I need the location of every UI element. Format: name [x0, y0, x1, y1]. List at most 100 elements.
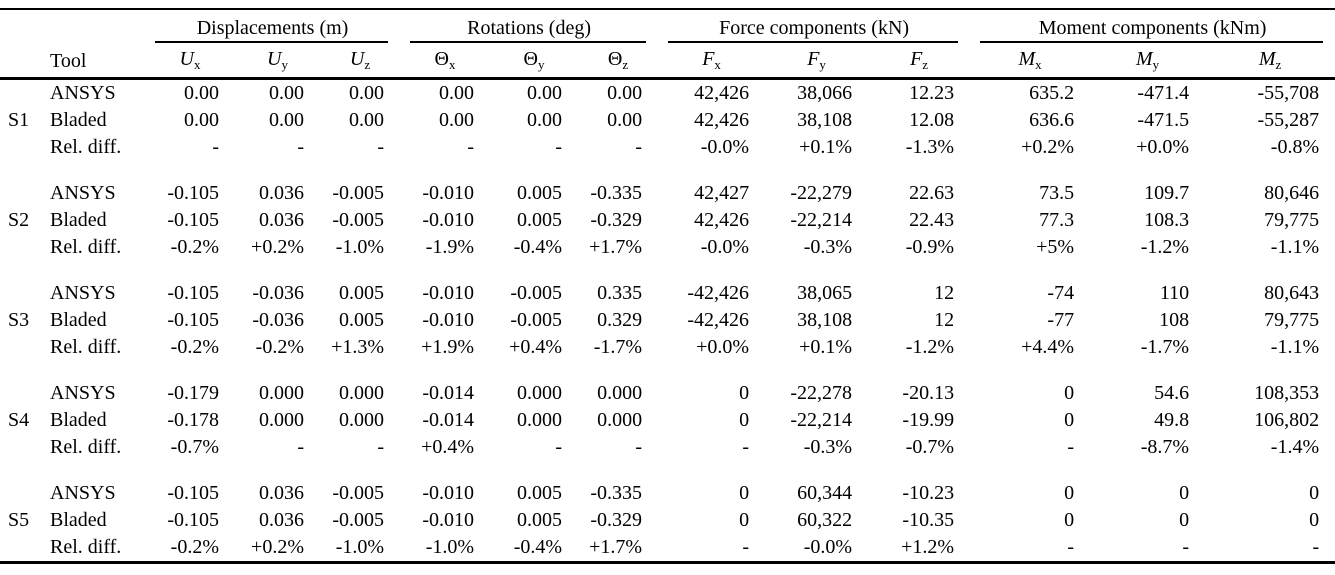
group-header-displacements: Displacements (m) — [145, 10, 400, 43]
table-cell: -42,426 — [687, 309, 750, 331]
table-cell: -471.5 — [1137, 109, 1190, 131]
section-spacer-cell — [0, 461, 1335, 480]
table-cell: 0.000 — [259, 382, 304, 404]
table-cell: -0.329 — [590, 509, 643, 531]
section-label: S4 — [8, 409, 30, 431]
section-spacer — [0, 161, 1335, 180]
table-cell: 636.6 — [1029, 109, 1075, 131]
table-cell: - — [555, 436, 563, 458]
table-cell: -0.036 — [252, 309, 304, 331]
table-row: Bladed -0.105 0.036 -0.005 -0.010 0.005 -0.329… — [0, 207, 1335, 234]
table-cell: - — [377, 136, 385, 158]
table-cell: 0.00 — [269, 82, 304, 104]
table-cell: 80,643 — [1264, 282, 1320, 304]
table-cell: - — [297, 436, 304, 458]
table-cell: 42,426 — [694, 82, 750, 104]
table-cell: 108.3 — [1144, 209, 1190, 231]
table-cell: 110 — [1159, 282, 1190, 304]
table-cell: 38,108 — [797, 109, 853, 131]
table-cell: -0.335 — [590, 182, 643, 204]
table-cell: - — [742, 536, 750, 558]
table-cell: 0.00 — [439, 109, 475, 131]
table-cell: - — [635, 436, 643, 458]
table-cell: 0.000 — [339, 382, 385, 404]
row-label: Bladed — [50, 309, 107, 331]
table-cell: -1.4% — [1270, 436, 1320, 458]
table-cell: 108 — [1159, 309, 1190, 331]
row-label: Rel. diff. — [50, 436, 122, 458]
table-cell: -0.3% — [803, 436, 853, 458]
table-cell: -0.0% — [700, 136, 750, 158]
table-cell: 0 — [739, 482, 750, 504]
row-label: Rel. diff. — [50, 536, 122, 558]
table-cell: -0.036 — [252, 282, 304, 304]
table-cell: -1.3% — [905, 136, 955, 158]
table-cell: -0.005 — [332, 482, 385, 504]
table-cell: -22,279 — [790, 182, 853, 204]
corner-cell — [0, 10, 145, 43]
table-cell: -20.13 — [902, 382, 955, 404]
table-cell: 0.005 — [517, 182, 563, 204]
table-cell: -0.7% — [170, 436, 219, 458]
table-cell: 0.000 — [517, 382, 563, 404]
table-cell: -1.0% — [335, 536, 385, 558]
table-cell: 80,646 — [1264, 182, 1320, 204]
section-label: S5 — [8, 509, 30, 531]
table-cell: -0.010 — [422, 509, 475, 531]
table-cell: 0.000 — [259, 409, 304, 431]
table-cell: 12.08 — [909, 109, 955, 131]
table-cell: -0.0% — [803, 536, 853, 558]
results-table: Displacements (m) Rotations (deg) Force … — [0, 8, 1335, 564]
col-header-my: My — [1090, 43, 1206, 80]
row-label: Bladed — [50, 509, 107, 531]
table-cell: -1.7% — [593, 336, 643, 358]
table-cell: 0.00 — [527, 82, 563, 104]
table-cell: -0.014 — [422, 382, 475, 404]
table-cell: +0.0% — [696, 336, 750, 358]
group-header-moments: Moment components (kNm) — [970, 10, 1335, 43]
table-cell: +0.1% — [799, 336, 853, 358]
table-cell: -0.329 — [590, 209, 643, 231]
table-cell: - — [467, 136, 475, 158]
table-cell: -0.005 — [510, 309, 563, 331]
row-label: Bladed — [50, 409, 107, 431]
table-cell: - — [1182, 536, 1190, 558]
table-row: Bladed -0.105 -0.036 0.005 -0.010 -0.005 0.329… — [0, 307, 1335, 334]
table-cell: -0.3% — [803, 236, 853, 258]
section-spacer — [0, 361, 1335, 380]
table-cell: -0.010 — [422, 209, 475, 231]
empty-cell — [0, 43, 42, 80]
group-header-row: Displacements (m) Rotations (deg) Force … — [0, 10, 1335, 43]
table-cell: 42,426 — [694, 209, 750, 231]
table-cell: -0.105 — [167, 282, 219, 304]
table-cell: - — [212, 136, 219, 158]
table-cell: 0.00 — [349, 82, 385, 104]
table-cell: -0.9% — [905, 236, 955, 258]
table-cell: -42,426 — [687, 282, 750, 304]
table-cell: 0.000 — [339, 409, 385, 431]
row-label: ANSYS — [50, 182, 116, 204]
table-cell: -1.9% — [425, 236, 475, 258]
table-cell: -0.2% — [170, 536, 219, 558]
col-header-fy: Fy — [765, 43, 869, 80]
table-cell: 0 — [739, 409, 750, 431]
table-cell: -0.178 — [167, 409, 219, 431]
table-cell: 0.005 — [517, 209, 563, 231]
document-page: Displacements (m) Rotations (deg) Force … — [0, 8, 1335, 564]
table-cell: -0.010 — [422, 482, 475, 504]
table-cell: -0.105 — [167, 209, 219, 231]
row-label: Bladed — [50, 209, 107, 231]
table-cell: -0.105 — [167, 309, 219, 331]
table-cell: - — [742, 436, 750, 458]
table-cell: +0.4% — [509, 336, 563, 358]
row-label: ANSYS — [50, 82, 116, 104]
table-cell: +1.7% — [589, 536, 643, 558]
table-cell: -19.99 — [902, 409, 955, 431]
table-cell: -0.7% — [905, 436, 955, 458]
table-body: S1 ANSYS 0.00 0.00 0.00 0.00 0.00 0.00 42,426 38,… — [0, 80, 1335, 561]
table-cell: 0.00 — [527, 109, 563, 131]
col-header-thetaz: Θz — [578, 43, 659, 80]
table-cell: 79,775 — [1264, 209, 1320, 231]
row-label: Rel. diff. — [50, 236, 122, 258]
col-header-mz: Mz — [1205, 43, 1335, 80]
